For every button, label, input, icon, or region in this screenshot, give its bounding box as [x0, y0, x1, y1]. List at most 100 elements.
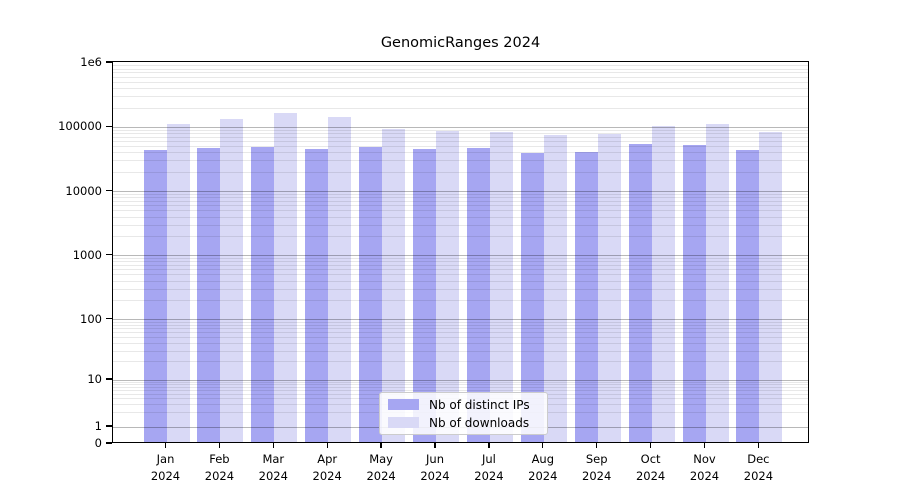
- bar-distinct-ips-jun: [413, 148, 436, 442]
- bar-distinct-ips-nov: [682, 145, 706, 442]
- bar-downloads-jun: [436, 130, 459, 442]
- y-gridline-minor: [113, 261, 808, 263]
- x-axis-tick-label: Apr 2024: [312, 452, 342, 483]
- legend-label-distinct-ips: Nb of distinct IPs: [429, 397, 530, 412]
- bar-distinct-ips-jul: [466, 147, 490, 442]
- y-gridline-minor: [113, 265, 808, 267]
- y-gridline-minor: [113, 280, 808, 282]
- x-axis-tick-label: Sep 2024: [582, 452, 612, 483]
- bar-downloads-dec: [759, 132, 783, 442]
- x-axis-tick-label: Nov 2024: [689, 452, 720, 483]
- y-gridline-minor: [113, 107, 808, 109]
- y-axis-tick-label: 100: [80, 311, 102, 326]
- y-gridline-minor: [113, 343, 808, 345]
- y-gridline-minor: [113, 384, 808, 386]
- y-gridline-major: [113, 191, 808, 193]
- y-axis-tick-label: 1: [94, 419, 102, 433]
- x-tick: [649, 443, 652, 448]
- y-gridline-minor: [113, 65, 808, 67]
- x-tick: [434, 443, 436, 448]
- y-gridline-minor: [113, 274, 808, 276]
- y-gridline-minor: [113, 133, 808, 135]
- bar-downloads-aug: [543, 134, 567, 442]
- y-gridline-minor: [113, 386, 808, 388]
- bar-downloads-oct: [651, 125, 675, 442]
- y-gridline-minor: [113, 68, 808, 70]
- y-gridline-minor: [113, 96, 808, 98]
- y-gridline-minor: [113, 136, 808, 138]
- y-gridline-major: [113, 319, 808, 320]
- y-gridline-minor: [113, 197, 808, 199]
- bar-distinct-ips-mar: [251, 147, 275, 442]
- y-tick: [106, 425, 112, 427]
- y-tick: [106, 125, 112, 128]
- y-gridline-minor: [113, 201, 808, 203]
- y-gridline-minor: [113, 81, 808, 83]
- y-gridline-minor: [113, 235, 808, 237]
- y-gridline-major: [113, 255, 808, 257]
- chart-title: GenomicRanges 2024: [380, 35, 541, 51]
- legend-swatch-distinct-ips: [388, 399, 419, 410]
- y-gridline-minor: [113, 258, 808, 260]
- y-gridline-minor: [113, 129, 808, 131]
- y-gridline-minor: [113, 205, 808, 207]
- legend: Nb of distinct IPs Nb of downloads: [379, 392, 548, 435]
- bar-downloads-may: [382, 128, 406, 442]
- legend-item-distinct-ips: Nb of distinct IPs: [388, 398, 547, 412]
- x-tick: [380, 443, 382, 448]
- y-axis-tick-label: 0: [94, 436, 102, 450]
- y-gridline-minor: [113, 332, 808, 334]
- y-gridline-minor: [113, 194, 808, 196]
- bar-downloads-mar: [274, 112, 298, 442]
- x-axis-tick-label: Aug 2024: [528, 452, 558, 483]
- x-tick: [326, 443, 328, 448]
- y-axis-tick-label: 100000: [58, 119, 102, 134]
- bar-distinct-ips-apr: [305, 148, 329, 442]
- x-axis-tick-label: Dec 2024: [743, 452, 774, 483]
- y-gridline-minor: [113, 389, 808, 391]
- bar-downloads-jul: [489, 131, 513, 442]
- y-gridline-minor: [113, 152, 808, 154]
- bar-downloads-jan: [166, 124, 190, 442]
- bar-distinct-ips-dec: [736, 149, 760, 442]
- y-tick: [106, 378, 112, 380]
- y-axis-tick-label: 1000: [72, 247, 102, 262]
- x-axis-tick-label: Oct 2024: [635, 452, 666, 483]
- y-gridline-minor: [113, 381, 808, 383]
- x-tick: [164, 443, 167, 448]
- y-tick: [106, 61, 112, 63]
- x-tick: [703, 443, 706, 448]
- x-tick: [542, 443, 544, 448]
- x-axis-tick-label: May 2024: [366, 452, 396, 483]
- y-gridline-minor: [113, 216, 808, 218]
- x-tick: [757, 443, 760, 448]
- legend-swatch-downloads: [388, 417, 419, 428]
- y-gridline-minor: [113, 328, 808, 330]
- x-axis-tick-label: Jul 2024: [474, 452, 504, 483]
- y-gridline-minor: [113, 299, 808, 301]
- y-axis-tick-label: 10: [87, 372, 102, 386]
- y-gridline-minor: [113, 76, 808, 78]
- x-axis-tick-label: Jun 2024: [420, 452, 450, 483]
- y-gridline-major: [113, 126, 808, 128]
- y-gridline-minor: [113, 171, 808, 173]
- x-tick: [596, 443, 598, 448]
- x-tick: [272, 443, 274, 448]
- y-gridline-minor: [113, 288, 808, 290]
- y-axis-tick-label: 10000: [65, 183, 102, 198]
- y-gridline-minor: [113, 324, 808, 326]
- x-axis-tick-label: Feb 2024: [204, 452, 235, 483]
- bar-distinct-ips-sep: [574, 152, 598, 442]
- y-tick: [106, 317, 112, 320]
- bar-distinct-ips-jan: [143, 149, 167, 442]
- y-tick: [106, 442, 112, 444]
- y-gridline-minor: [113, 337, 808, 339]
- y-gridline-minor: [113, 160, 808, 162]
- y-gridline-minor: [113, 224, 808, 226]
- y-gridline-minor: [113, 72, 808, 74]
- y-tick: [106, 254, 112, 256]
- bar-distinct-ips-feb: [197, 147, 221, 442]
- y-gridline-minor: [113, 88, 808, 90]
- y-gridline-minor: [113, 321, 808, 323]
